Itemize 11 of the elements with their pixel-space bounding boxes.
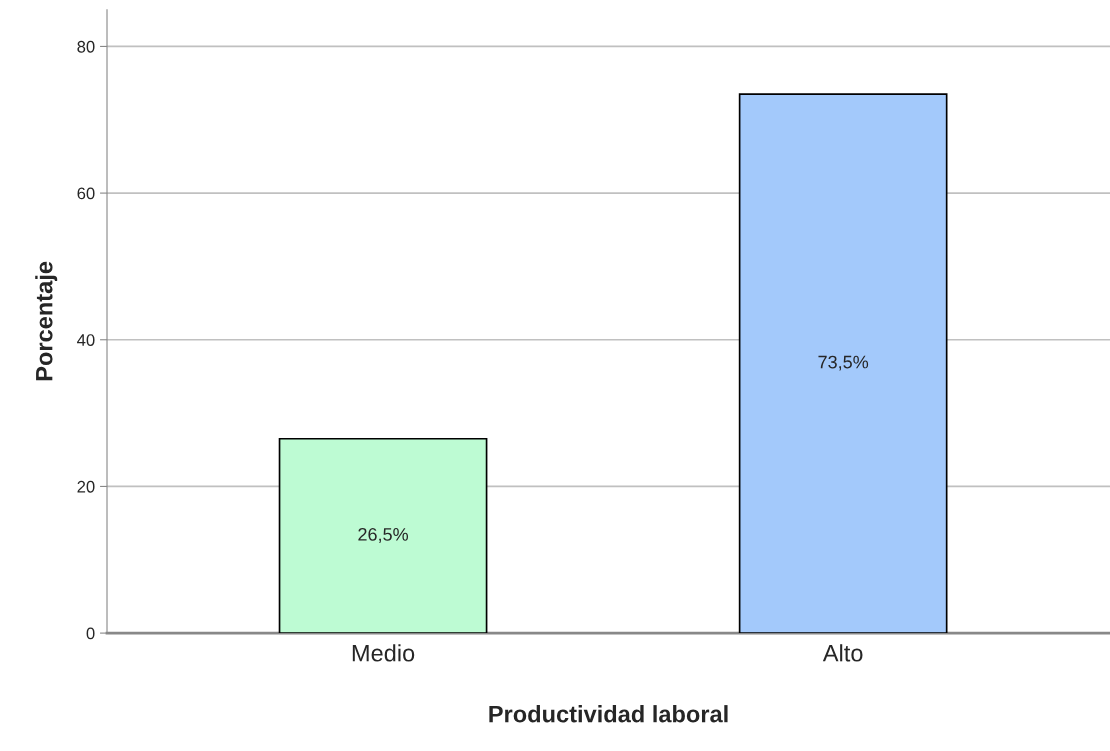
y-axis-title: Porcentaje (35, 261, 58, 381)
x-tick-label: Medio (352, 644, 415, 662)
data-label: 26,5% (358, 527, 409, 543)
data-label: 73,5% (818, 355, 869, 371)
x-tick-label: Alto (822, 644, 863, 662)
y-tick-label: 60 (77, 187, 95, 200)
x-axis-title: Productividad laboral (489, 705, 728, 723)
y-tick-label: 0 (86, 627, 95, 640)
y-tick-label: 20 (77, 480, 95, 493)
y-tick-label: 40 (77, 334, 95, 346)
y-tick-label: 80 (77, 40, 95, 53)
